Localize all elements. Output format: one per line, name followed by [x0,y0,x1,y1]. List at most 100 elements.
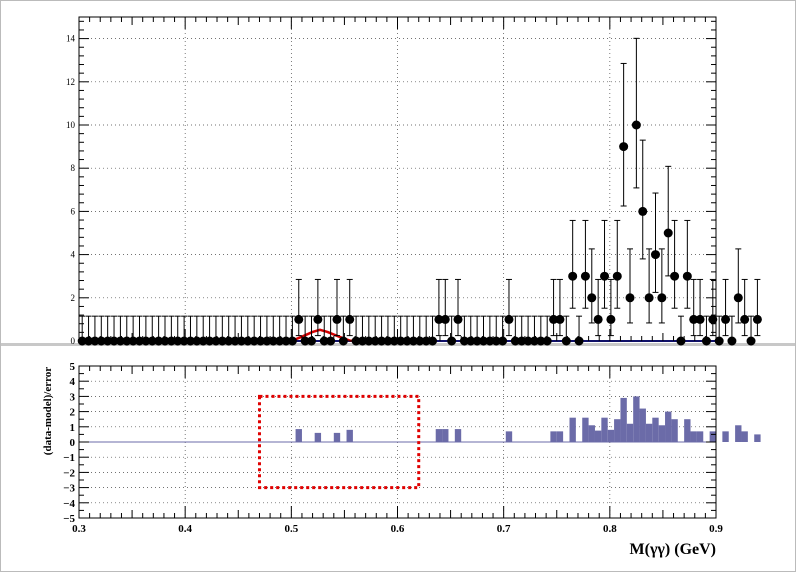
data-point [682,271,692,281]
data-point [740,314,750,324]
bottom-x-tick-label: 0.5 [284,523,298,535]
data-point [714,336,724,346]
data-point [650,250,660,260]
annotation-layer [257,394,421,490]
data-point [619,142,629,152]
data-point [580,271,590,281]
top-axes: 0 2 4 6 8 10 12 14 [66,16,717,346]
data-point [670,271,680,281]
data-point [721,314,731,324]
pull-bar [454,429,462,442]
top-y-tick-label: 8 [71,163,76,173]
highlight-box [257,394,421,490]
data-point [708,314,718,324]
bottom-y-tick-label: −2 [63,467,75,479]
data-point [606,314,616,324]
data-point [345,314,355,324]
bottom-y-tick-label: 5 [70,361,76,373]
bottom-x-tick-label: 0.4 [178,523,192,535]
data-point [549,314,559,324]
top-pad [0,0,796,343]
top-y-tick-label: 14 [66,34,76,44]
pull-bar [582,417,589,442]
data-point [504,314,514,324]
data-point [625,293,635,303]
bottom-y-tick-label: 2 [70,407,76,419]
pull-bar [614,419,621,442]
pull-bar [588,425,595,442]
top-y-tick-label: 4 [71,250,76,260]
pull-bar [735,425,742,442]
pull-bar [645,423,653,442]
top-y-tick-label: 0 [71,336,76,346]
bottom-x-tick-label: 0.8 [603,523,617,535]
top-y-tick-label: 6 [71,206,76,216]
data-point [600,271,610,281]
pull-bar [671,419,678,442]
pull-bar [550,431,557,442]
bottom-y-tick-label: 4 [70,376,76,388]
bottom-y-tick-label: −5 [63,513,75,525]
pull-bar [626,423,634,442]
pull-bar [333,432,341,442]
pull-bar [594,430,602,442]
data-point [638,206,648,216]
data-point [568,271,578,281]
pull-bar [505,431,513,442]
data-point [752,314,762,324]
data-point [746,336,756,346]
data-point [663,228,673,238]
data-point [294,314,304,324]
top-y-tick-label: 10 [66,120,76,130]
data-point [695,314,705,324]
pull-bar [435,429,443,442]
pull-bar [607,429,615,442]
bottom-pad [0,346,796,572]
bottom-y-tick-label: −4 [63,498,75,510]
pull-bar [665,411,672,442]
pull-bar [295,429,302,442]
x-axis-label: M(γγ) (GeV) [630,541,716,558]
pull-bar [620,397,627,442]
data-point [440,314,450,324]
pull-bar [658,425,666,442]
pull-bar [741,431,748,442]
data-point [612,271,622,281]
y-axis-label: (data-model)/error [42,367,54,455]
bottom-x-tick-label: 0.6 [391,523,405,535]
bottom-y-tick-label: 1 [70,422,76,434]
pull-bar [690,431,697,442]
pull-bar [722,431,729,442]
data-point [631,120,641,130]
data-point [644,293,654,303]
data-point [657,293,667,303]
bottom-x-tick-label: 0.3 [72,523,86,535]
data-point [332,314,342,324]
pull-bar [696,431,704,442]
pull-bar [754,434,761,442]
data-point [689,314,699,324]
bottom-y-tick-label: −3 [63,483,75,495]
pull-bar [684,419,691,442]
bottom-x-tick-label: 0.7 [497,523,511,535]
pull-bar [346,429,353,442]
data-point [733,293,743,303]
pull-bar [709,431,716,442]
bottom-pull-bars [79,396,761,443]
pull-bar [556,431,564,442]
data-point [593,314,603,324]
pull-bar [601,417,608,442]
top-y-tick-label: 2 [71,293,76,303]
bottom-y-tick-label: 0 [70,437,76,449]
pull-bar [442,429,449,442]
data-point [587,293,597,303]
data-point [453,314,463,324]
bottom-y-tick-label: 3 [70,391,76,403]
pull-bar [639,408,646,442]
pull-bar [633,396,640,442]
data-point [555,314,565,324]
top-y-tick-label: 12 [66,77,75,87]
pull-bar [569,417,576,442]
data-point [434,314,444,324]
pull-bar [652,417,659,442]
